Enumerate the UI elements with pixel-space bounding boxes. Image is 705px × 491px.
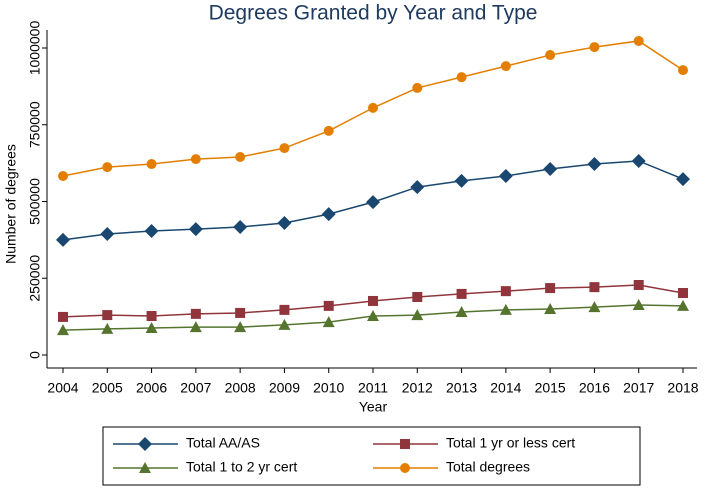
data-point [322, 316, 335, 328]
data-point [57, 324, 69, 336]
x-tick-label: 2016 [579, 380, 610, 396]
data-point [144, 223, 159, 238]
legend-marker [139, 462, 151, 473]
chart-title: Degrees Granted by Year and Type [209, 2, 538, 25]
x-tick-label: 2017 [623, 380, 654, 396]
x-tick-label: 2011 [358, 380, 388, 396]
legend-marker [400, 463, 410, 473]
data-point [146, 159, 157, 170]
data-point [100, 227, 115, 242]
x-axis-label: Year [359, 399, 388, 415]
x-tick-label: 2012 [402, 380, 433, 396]
data-point [456, 72, 467, 83]
x-tick-label: 2004 [47, 380, 78, 396]
data-point [588, 301, 601, 313]
data-point [633, 280, 644, 291]
legend-text: Total degrees [446, 459, 530, 475]
data-point [454, 173, 469, 188]
data-point [323, 300, 334, 311]
data-point [279, 143, 290, 154]
data-point [190, 308, 201, 319]
data-point [589, 282, 600, 293]
legend-marker [138, 437, 152, 451]
data-point [277, 215, 292, 230]
data-point [279, 304, 290, 315]
data-point [545, 283, 556, 294]
x-tick-label: 2006 [136, 380, 167, 396]
y-tick-label: 250000 [27, 255, 43, 302]
data-point [545, 50, 556, 61]
data-point [146, 311, 157, 322]
y-tick-label: 0 [27, 351, 43, 359]
data-point [412, 291, 423, 302]
x-tick-label: 2014 [490, 380, 521, 396]
x-tick-label: 2010 [313, 380, 344, 396]
data-point [589, 42, 600, 53]
data-point [366, 195, 380, 210]
data-point [500, 286, 511, 297]
data-point [145, 321, 158, 333]
data-point [500, 61, 511, 72]
data-point [587, 157, 602, 172]
data-point [633, 35, 644, 46]
data-point [678, 65, 688, 76]
data-point [58, 171, 68, 182]
data-point [411, 309, 424, 321]
data-point [56, 232, 70, 247]
data-point [235, 151, 246, 162]
data-point [101, 322, 114, 334]
y-tick-label: 500000 [27, 178, 43, 225]
data-point [323, 125, 334, 136]
data-point [233, 219, 248, 234]
data-point [455, 306, 468, 318]
legend-text: Total 1 yr or less cert [446, 435, 575, 451]
data-point [631, 153, 646, 168]
data-point [499, 303, 512, 315]
x-tick-label: 2007 [180, 380, 211, 396]
legend-marker [400, 439, 410, 449]
data-point [543, 161, 558, 176]
data-point [190, 154, 201, 165]
data-point [412, 82, 423, 93]
legend-text: Total 1 to 2 yr cert [186, 459, 297, 475]
data-point [498, 169, 513, 184]
legend-text: Total AA/AS [186, 435, 260, 451]
y-axis-label: Number of degrees [3, 144, 19, 264]
data-point [368, 295, 378, 306]
x-tick-label: 2009 [269, 380, 300, 396]
data-point [368, 102, 378, 113]
data-point [102, 162, 113, 173]
data-point [632, 298, 645, 310]
data-point [58, 311, 68, 322]
data-point [188, 222, 203, 237]
data-point [456, 288, 467, 299]
x-tick-label: 2015 [535, 380, 566, 396]
data-point [234, 321, 247, 333]
data-point [102, 310, 113, 321]
legend-box [102, 426, 641, 486]
data-point [678, 287, 688, 298]
data-point [189, 321, 202, 333]
x-tick-label: 2013 [446, 380, 477, 396]
data-point [410, 180, 425, 195]
y-tick-label: 1000000 [27, 21, 43, 76]
y-tick-label: 750000 [27, 101, 43, 148]
x-tick-label: 2018 [667, 380, 698, 396]
data-point [235, 307, 246, 318]
data-point [676, 172, 690, 187]
data-point [544, 302, 557, 314]
data-point [677, 299, 689, 311]
x-tick-label: 2008 [225, 380, 256, 396]
data-point [367, 310, 379, 322]
data-point [321, 207, 336, 222]
x-tick-label: 2005 [92, 380, 123, 396]
data-point [278, 318, 291, 330]
